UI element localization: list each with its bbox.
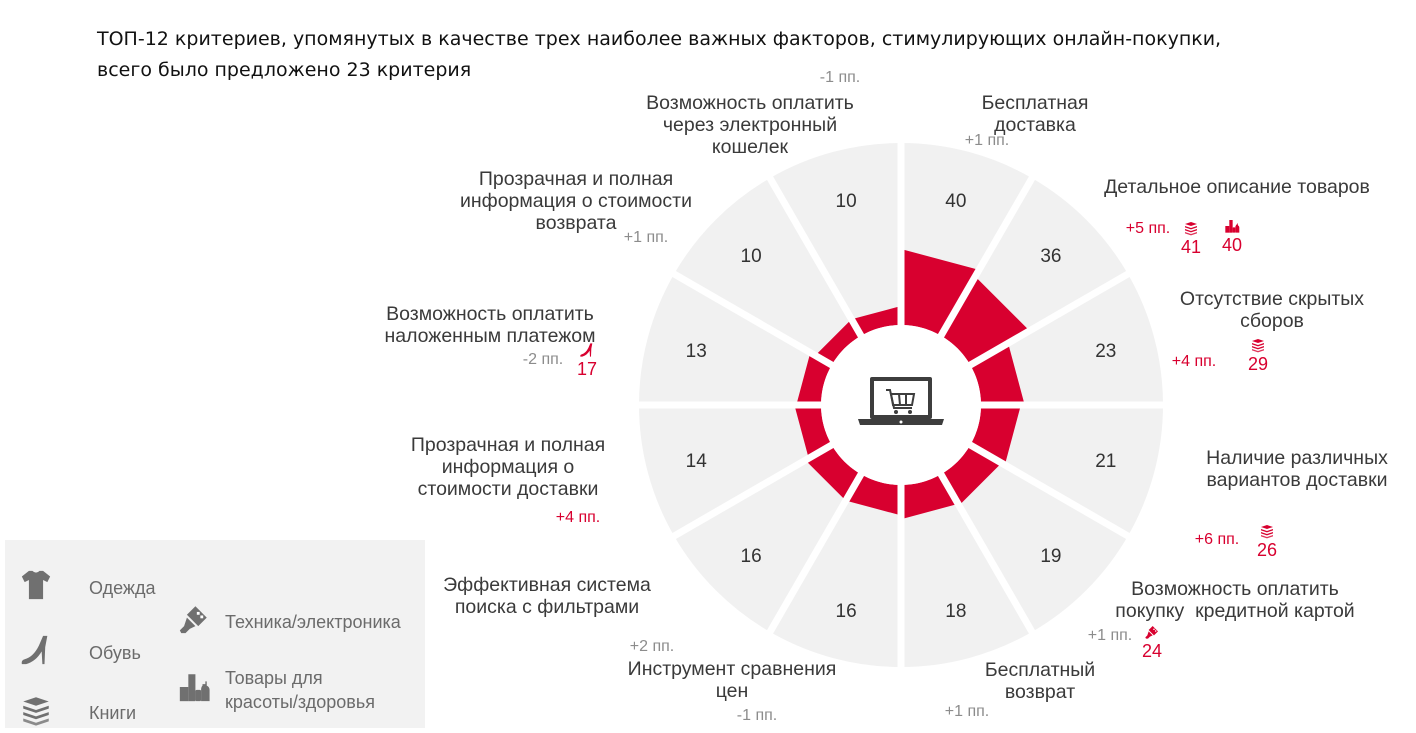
legend-item-electronics: Техника/электроника [177, 602, 401, 642]
legend-label: Одежда [89, 578, 156, 598]
books-icon [1252, 339, 1264, 353]
value-label: 13 [686, 341, 707, 362]
criterion-label: Эффективная система поиска с фильтрами [443, 574, 651, 618]
change-label: +1 пп. [964, 132, 1010, 149]
books-icon [19, 693, 67, 733]
criterion-label: Прозрачная и полная информация о стоимос… [410, 434, 606, 500]
books-icon [1185, 222, 1197, 236]
category-highlight: 29 [1248, 337, 1268, 373]
change-label: +1 пп. [623, 229, 669, 246]
change-label: +4 пп. [1171, 353, 1217, 370]
legend-item-shoes: Обувь [19, 633, 141, 673]
legend: Одежда Обувь Книги Техника/электроника Т… [5, 540, 425, 728]
criterion-label: Наличие различных вариантов доставки [1206, 447, 1388, 491]
change-label: -1 пп. [736, 707, 778, 724]
segment-background [639, 405, 832, 536]
value-bar [796, 352, 832, 405]
change-label: -2 пп. [522, 351, 564, 368]
criterion-label: Инструмент сравнения цен [627, 658, 837, 702]
category-highlight: 26 [1257, 523, 1277, 559]
segment-background [970, 274, 1163, 405]
legend-label: Обувь [89, 643, 141, 663]
value-label: 16 [836, 601, 857, 622]
segment-background [770, 143, 901, 336]
value-bar [794, 405, 832, 459]
value-label: 19 [1040, 546, 1061, 567]
value-bar [941, 445, 1002, 506]
criterion-label: Бесплатная доставка [981, 92, 1089, 136]
value-label: 40 [945, 191, 966, 212]
category-highlight: 41 [1181, 220, 1201, 256]
highlight-value: 24 [1141, 641, 1163, 661]
value-label: 16 [741, 546, 762, 567]
legend-item-clothes: Одежда [19, 568, 155, 608]
legend-item-books: Книги [19, 693, 136, 733]
highlight-value: 41 [1180, 237, 1202, 257]
change-label: +4 пп. [555, 509, 601, 526]
value-bar [815, 319, 861, 365]
value-label: 10 [836, 191, 857, 212]
value-label: 36 [1040, 246, 1061, 267]
criterion-label: Отсутствие скрытых сборов [1179, 288, 1365, 332]
highlight-value: 40 [1221, 235, 1243, 255]
electronics-icon [177, 602, 225, 642]
legend-label: Книги [89, 703, 137, 723]
criterion-label: Возможность оплатить через электронный к… [646, 92, 854, 158]
value-label: 23 [1095, 341, 1116, 362]
value-label: 14 [686, 451, 708, 472]
highlight-value: 29 [1247, 354, 1269, 374]
value-label: 21 [1095, 451, 1116, 472]
highlight-value: 17 [576, 359, 598, 379]
segment-background [639, 274, 832, 405]
value-label: 10 [741, 246, 762, 267]
segment-background [970, 405, 1163, 536]
change-label: +1 пп. [1087, 627, 1133, 644]
title-line-2: всего было предложено 23 критерия [97, 59, 472, 81]
segment-background [674, 178, 861, 365]
value-bar [851, 306, 901, 336]
criterion-label: Возможность оплатить наложенным платежом [384, 303, 596, 347]
value-bar [845, 474, 901, 516]
segment-background [770, 474, 901, 667]
shoe-icon [19, 633, 67, 673]
segment-background [674, 445, 861, 632]
change-label: +6 пп. [1194, 531, 1240, 548]
books-icon [1261, 525, 1273, 539]
chart-title: ТОП-12 критериев, упомянутых в качестве … [97, 24, 1221, 86]
legend-item-beauty: Товары для красоты/здоровья [177, 666, 375, 714]
change-label: +1 пп. [944, 703, 990, 720]
value-bar [901, 249, 979, 336]
change-label: +2 пп. [629, 638, 675, 655]
value-label: 18 [945, 601, 966, 622]
criterion-label: Бесплатный возврат [984, 659, 1096, 703]
value-bar [805, 445, 861, 501]
criterion-label: Прозрачная и полная информация о стоимос… [460, 168, 692, 234]
criterion-label: Возможность оплатить покупку кредитной к… [1115, 578, 1355, 622]
segment-background [901, 474, 1032, 667]
change-label: -1 пп. [819, 69, 861, 86]
segment-background [941, 445, 1128, 632]
highlight-value: 26 [1256, 540, 1278, 560]
laptop-cart-icon [858, 377, 944, 425]
change-label: +5 пп. [1125, 220, 1171, 237]
title-line-1: ТОП-12 критериев, упомянутых в качестве … [97, 28, 1222, 50]
category-highlight: 17 [577, 342, 597, 378]
category-highlight: 40 [1222, 218, 1242, 254]
tshirt-icon [19, 568, 67, 608]
beauty-products-icon [1225, 220, 1240, 233]
legend-label: Товары для красоты/здоровья [225, 668, 375, 712]
beauty-products-icon [177, 670, 225, 710]
legend-label: Техника/электроника [225, 612, 401, 632]
electronics-icon [1145, 626, 1158, 639]
shoe-icon [580, 343, 593, 357]
category-highlight: 24 [1142, 624, 1162, 660]
criterion-label: Детальное описание товаров [1104, 176, 1370, 198]
